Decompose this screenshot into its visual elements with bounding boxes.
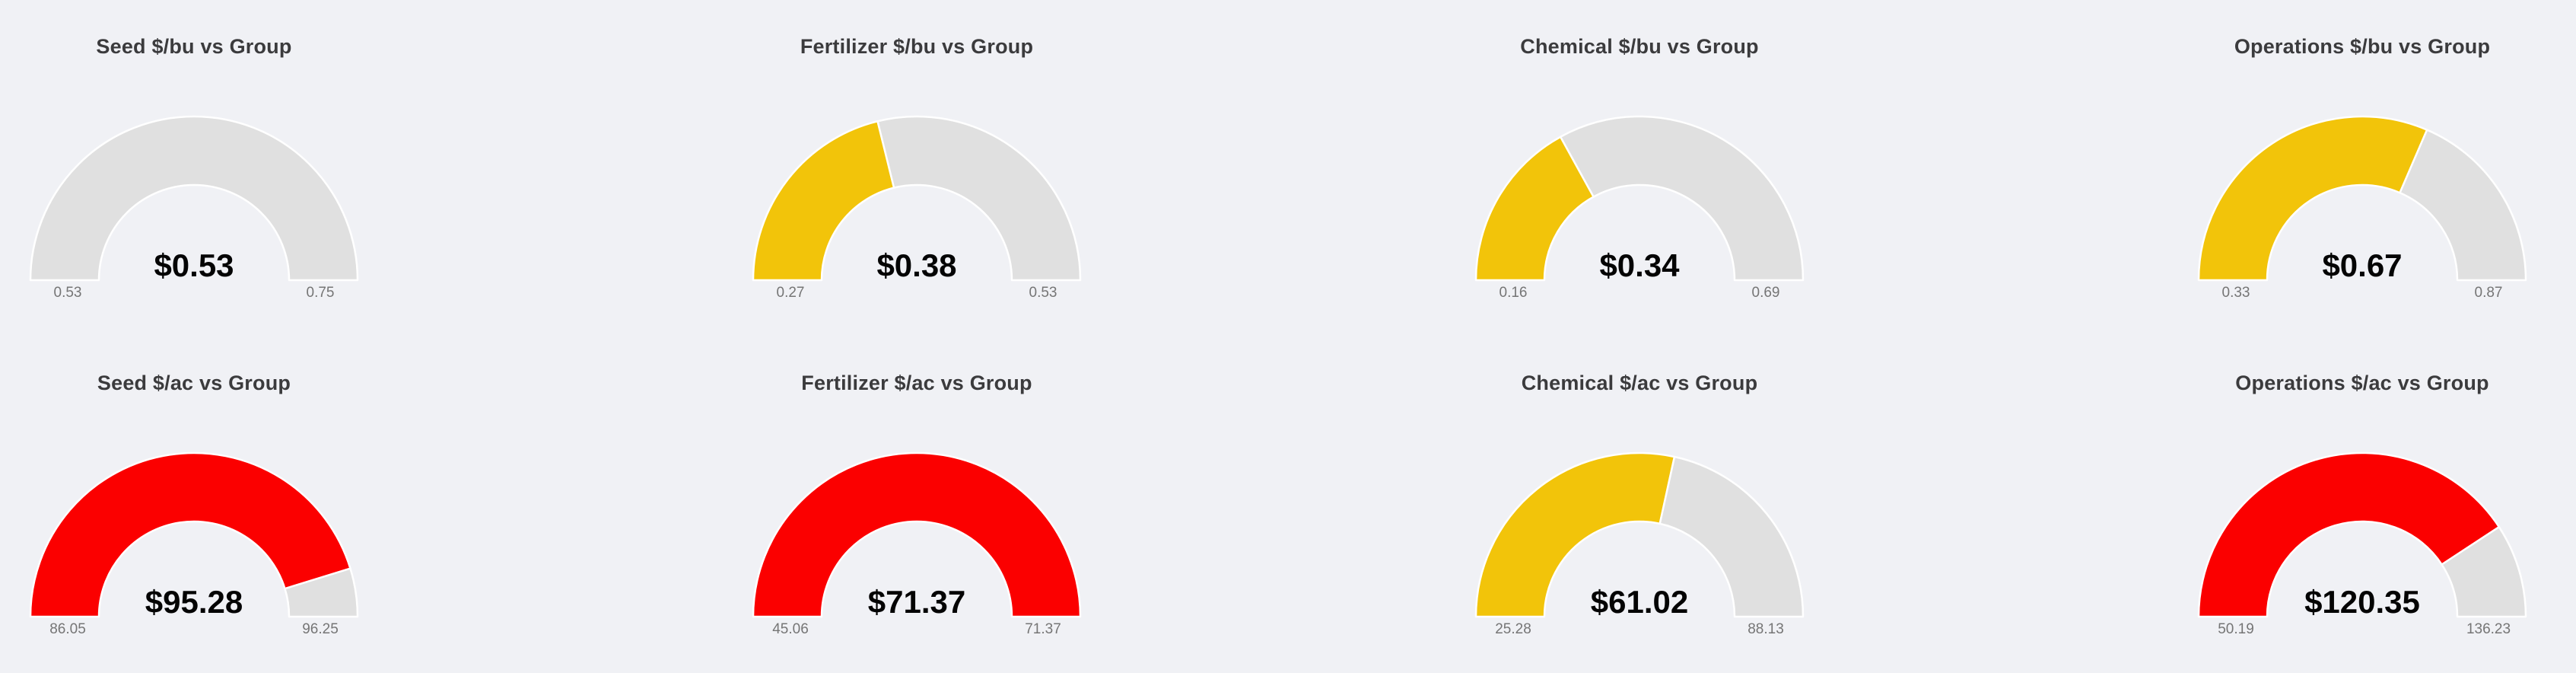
gauge-card-seed-per-ac: Seed $/ac vs Group $95.28 86.05 96.25 bbox=[0, 336, 555, 673]
gauge-arc bbox=[752, 115, 1082, 282]
gauge-max-label: 0.53 bbox=[1029, 285, 1057, 301]
gauge-title: Fertilizer $/bu vs Group bbox=[800, 35, 1034, 58]
gauge-arc bbox=[1474, 115, 1805, 282]
gauge-arc bbox=[29, 451, 359, 618]
gauge-value: $0.38 bbox=[876, 247, 957, 283]
gauge-fill-arc bbox=[2197, 115, 2428, 282]
gauge-value: $0.67 bbox=[2322, 247, 2403, 283]
gauge-track-arc bbox=[1559, 115, 1805, 282]
gauge-track-arc bbox=[1658, 455, 1805, 618]
gauge-card-fertilizer-per-ac: Fertilizer $/ac vs Group $71.37 45.06 71… bbox=[555, 336, 1278, 673]
gauge-fill-arc bbox=[1474, 451, 1676, 618]
gauge-value: $61.02 bbox=[1590, 584, 1689, 620]
gauge-min-label: 25.28 bbox=[1495, 621, 1531, 637]
gauge-min-label: 50.19 bbox=[2218, 621, 2254, 637]
gauge-value: $95.28 bbox=[145, 584, 243, 620]
gauge-max-label: 71.37 bbox=[1025, 621, 1061, 637]
gauge-min-label: 0.27 bbox=[776, 285, 805, 301]
gauge-track-arc bbox=[876, 115, 1082, 282]
gauge-title: Fertilizer $/ac vs Group bbox=[801, 372, 1032, 394]
gauge-title: Operations $/bu vs Group bbox=[2234, 35, 2491, 58]
gauge-card-chemical-per-ac: Chemical $/ac vs Group $61.02 25.28 88.1… bbox=[1278, 336, 2001, 673]
gauge-card-fertilizer-per-bu: Fertilizer $/bu vs Group $0.38 0.27 0.53 bbox=[555, 0, 1278, 336]
gauge-arc bbox=[752, 451, 1082, 618]
gauge-track-arc bbox=[2399, 129, 2527, 282]
gauge-title: Seed $/ac vs Group bbox=[97, 372, 291, 394]
gauge-title: Chemical $/ac vs Group bbox=[1521, 372, 1758, 394]
gauge-arc bbox=[1474, 451, 1805, 618]
gauge-min-label: 45.06 bbox=[772, 621, 809, 637]
gauge-min-label: 0.16 bbox=[1499, 285, 1528, 301]
gauge-card-chemical-per-bu: Chemical $/bu vs Group $0.34 0.16 0.69 bbox=[1278, 0, 2001, 336]
gauge-min-label: 0.33 bbox=[2221, 285, 2250, 301]
gauge-track-arc bbox=[2441, 525, 2527, 618]
gauge-fill-arc bbox=[29, 451, 351, 618]
gauge-track-arc bbox=[29, 115, 359, 282]
gauge-min-label: 0.53 bbox=[53, 285, 82, 301]
gauge-arc bbox=[2197, 115, 2527, 282]
gauge-track-arc bbox=[284, 567, 359, 618]
gauge-title: Operations $/ac vs Group bbox=[2235, 372, 2489, 394]
gauge-value: $120.35 bbox=[2304, 584, 2420, 620]
gauge-title: Chemical $/bu vs Group bbox=[1520, 35, 1759, 58]
gauge-title: Seed $/bu vs Group bbox=[96, 35, 292, 58]
gauge-max-label: 0.69 bbox=[1751, 285, 1780, 301]
gauge-arc bbox=[2197, 451, 2527, 618]
gauge-card-seed-per-bu: Seed $/bu vs Group $0.53 0.53 0.75 bbox=[0, 0, 555, 336]
gauge-value: $71.37 bbox=[867, 584, 966, 620]
gauge-value: $0.34 bbox=[1599, 247, 1680, 283]
gauge-min-label: 86.05 bbox=[49, 621, 86, 637]
gauge-card-operations-per-bu: Operations $/bu vs Group $0.67 0.33 0.87 bbox=[2001, 0, 2576, 336]
gauge-max-label: 0.87 bbox=[2474, 285, 2503, 301]
gauge-value: $0.53 bbox=[154, 247, 234, 283]
gauge-card-operations-per-ac: Operations $/ac vs Group $120.35 50.19 1… bbox=[2001, 336, 2576, 673]
gauge-fill-arc bbox=[752, 120, 895, 282]
gauge-max-label: 0.75 bbox=[306, 285, 335, 301]
gauge-fill-arc bbox=[752, 451, 1082, 618]
gauge-max-label: 136.23 bbox=[2466, 621, 2511, 637]
gauge-fill-arc bbox=[2197, 451, 2501, 618]
gauge-max-label: 96.25 bbox=[302, 621, 339, 637]
gauge-max-label: 88.13 bbox=[1748, 621, 1784, 637]
gauge-arc bbox=[29, 115, 359, 282]
